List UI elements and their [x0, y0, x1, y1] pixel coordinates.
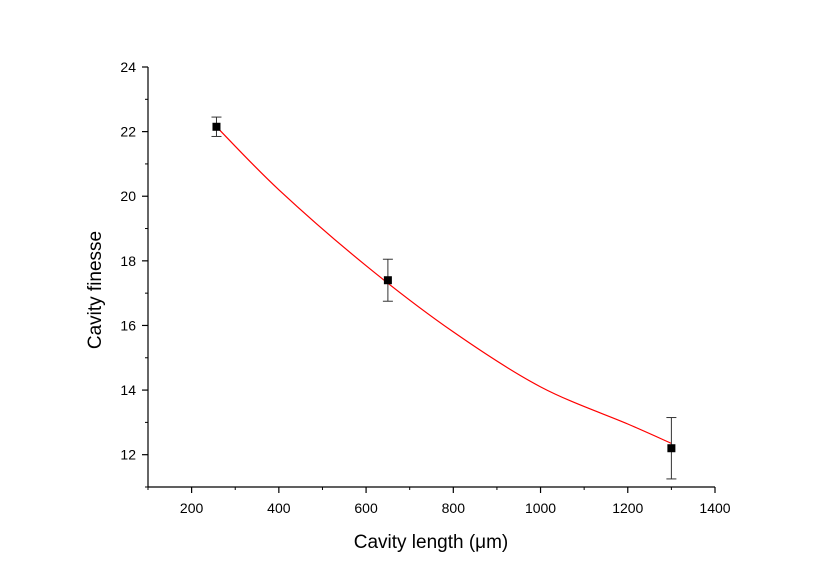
y-axis-title: Cavity finesse	[85, 231, 106, 349]
error-bars-layer	[211, 116, 677, 480]
x-tick-label: 800	[442, 500, 466, 516]
axes	[147, 67, 715, 488]
y-tick-label: 16	[120, 317, 136, 333]
x-tick-label: 400	[267, 500, 291, 516]
tick-marks	[142, 66, 716, 493]
y-tick-label: 20	[120, 188, 136, 204]
data-point	[383, 276, 392, 285]
x-tick-label: 1000	[525, 500, 556, 516]
y-tick-label: 12	[120, 447, 136, 463]
tick-labels: 200 400 600 800 1000 1200 1400 12 14 16 18 20 22 24	[120, 59, 730, 516]
data-point	[667, 444, 676, 453]
x-axis-title: Cavity length (μm)	[354, 532, 509, 553]
data-points-layer	[212, 122, 676, 453]
fit-curve	[216, 126, 672, 444]
data-point	[212, 122, 221, 131]
y-tick-label: 24	[120, 59, 136, 75]
y-tick-label: 14	[120, 382, 136, 398]
x-tick-label: 1200	[612, 500, 643, 516]
x-tick-label: 600	[354, 500, 378, 516]
x-tick-label: 200	[180, 500, 204, 516]
y-tick-label: 18	[120, 253, 136, 269]
fit-curve-layer	[216, 126, 672, 444]
y-tick-label: 22	[120, 124, 136, 140]
x-tick-label: 1400	[699, 500, 730, 516]
